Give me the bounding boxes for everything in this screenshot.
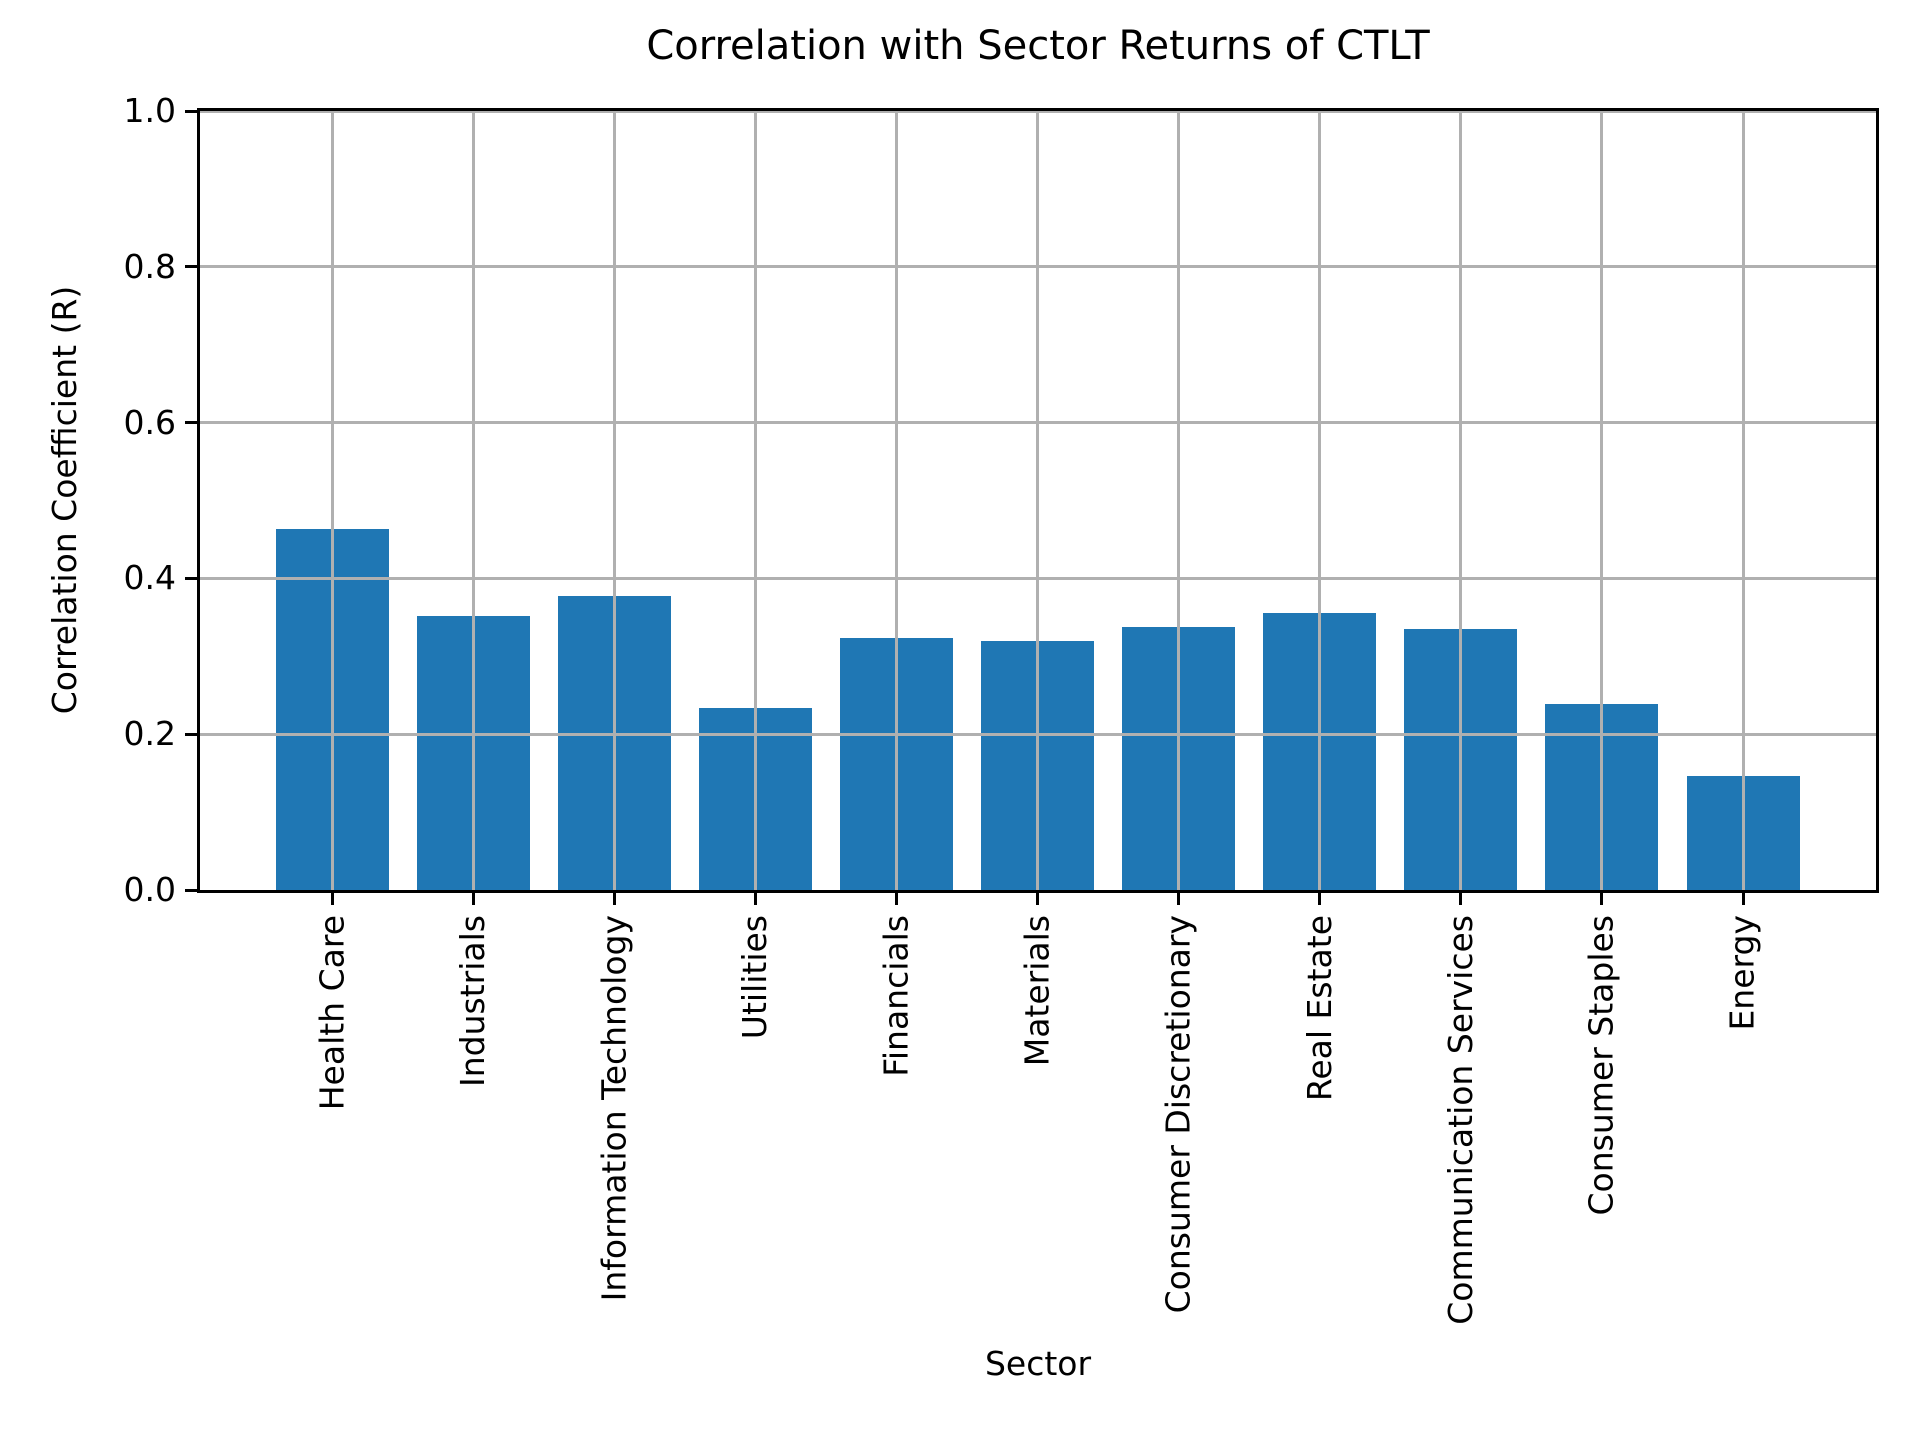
x-tick-health-care — [330, 893, 334, 905]
x-tick-label-financials: Financials — [876, 915, 916, 1077]
x-tick-label-consumer-discretionary: Consumer Discretionary — [1158, 915, 1198, 1314]
x-tick-label-consumer-staples: Consumer Staples — [1581, 915, 1621, 1216]
chart-title: Correlation with Sector Returns of CTLT — [646, 23, 1430, 69]
x-tick-label-communication-services: Communication Services — [1440, 915, 1480, 1325]
y-tick-0.0 — [185, 888, 197, 892]
plot-area — [197, 108, 1879, 893]
y-tick-label-0.0: 0.0 — [123, 870, 176, 909]
gridline-x-information-technology — [612, 111, 616, 890]
y-tick-0.6 — [185, 421, 197, 425]
y-tick-0.2 — [185, 732, 197, 736]
x-tick-materials — [1036, 893, 1039, 905]
x-tick-label-energy: Energy — [1723, 915, 1762, 1031]
y-tick-0.8 — [185, 265, 197, 269]
x-axis-label: Sector — [984, 1344, 1092, 1383]
x-tick-consumer-staples — [1600, 893, 1604, 905]
x-tick-label-real-estate: Real Estate — [1299, 915, 1339, 1102]
y-tick-label-0.4: 0.4 — [123, 558, 176, 598]
y-axis-label: Correlation Coefficient (R) — [45, 285, 84, 715]
y-tick-label-1.0: 1.0 — [123, 91, 176, 130]
gridline-x-energy — [1741, 111, 1745, 890]
gridline-x-consumer-staples — [1600, 111, 1604, 890]
x-tick-consumer-discretionary — [1177, 893, 1181, 905]
x-tick-label-utilities: Utilities — [735, 915, 775, 1040]
x-tick-energy — [1741, 893, 1745, 905]
gridline-x-communication-services — [1459, 111, 1463, 890]
x-tick-label-health-care: Health Care — [312, 915, 351, 1111]
gridline-x-financials — [894, 111, 898, 890]
gridline-x-real-estate — [1318, 111, 1322, 890]
gridline-x-utilities — [753, 111, 757, 890]
y-tick-label-0.2: 0.2 — [123, 714, 176, 754]
gridline-x-materials — [1036, 111, 1039, 890]
y-tick-0.4 — [185, 576, 197, 580]
x-tick-industrials — [471, 893, 475, 905]
x-tick-real-estate — [1318, 893, 1322, 905]
gridline-x-health-care — [330, 111, 334, 890]
x-tick-utilities — [753, 893, 757, 905]
x-tick-information-technology — [612, 893, 616, 905]
gridline-x-consumer-discretionary — [1177, 111, 1181, 890]
gridline-x-industrials — [471, 111, 475, 890]
y-tick-label-0.8: 0.8 — [123, 246, 176, 286]
x-tick-communication-services — [1459, 893, 1463, 905]
y-tick-label-0.6: 0.6 — [123, 402, 176, 442]
x-tick-label-industrials: Industrials — [453, 915, 493, 1087]
x-tick-label-materials: Materials — [1017, 915, 1057, 1067]
x-tick-label-information-technology: Information Technology — [594, 915, 634, 1302]
y-tick-1.0 — [185, 109, 197, 113]
x-tick-financials — [894, 893, 898, 905]
